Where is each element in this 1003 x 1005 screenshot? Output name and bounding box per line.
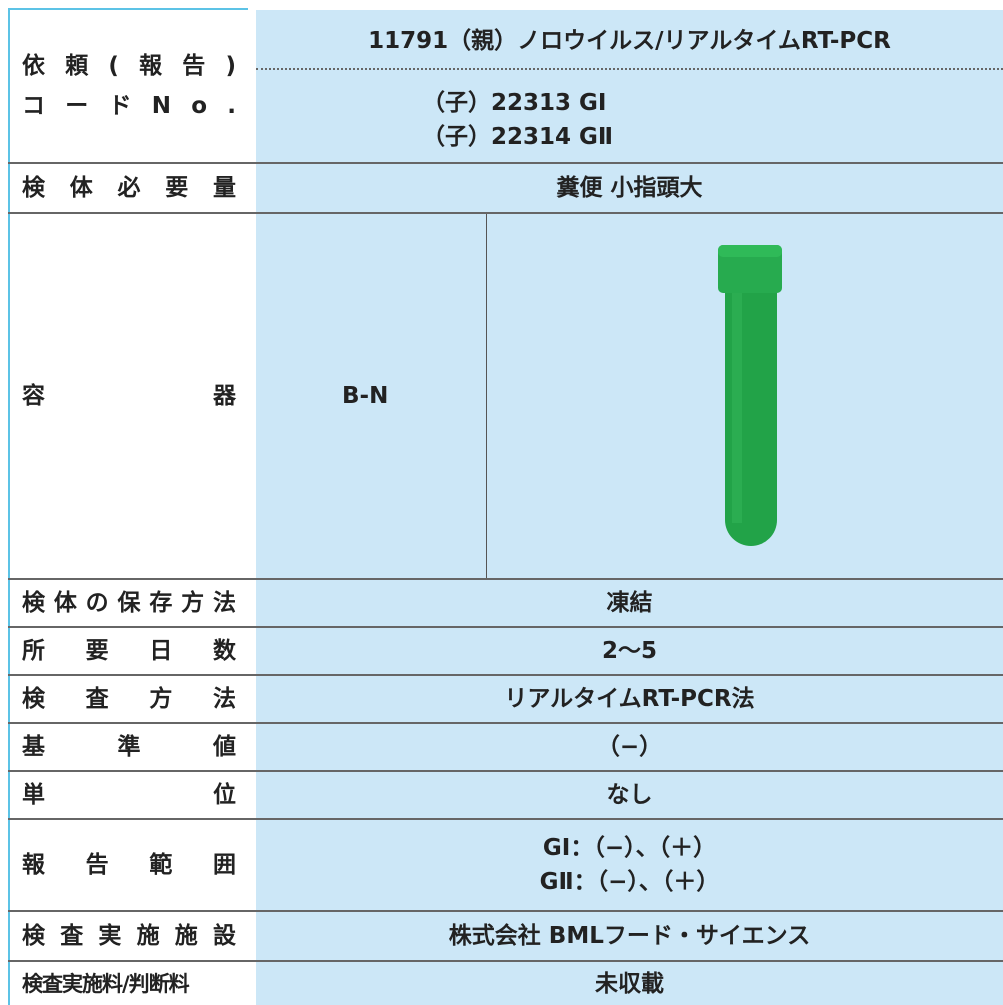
value-line: GⅠ：（−）、（＋） bbox=[542, 835, 717, 861]
row-value: 2～5 bbox=[256, 628, 1003, 674]
row-value: なし bbox=[256, 772, 1003, 818]
row-label: 検体の保存方法 bbox=[8, 580, 248, 626]
row-divider bbox=[8, 626, 1003, 628]
value-line: （子）22314 GⅡ bbox=[422, 124, 614, 150]
top-border bbox=[8, 8, 248, 10]
row-divider bbox=[8, 818, 1003, 820]
container-tube bbox=[718, 245, 782, 546]
label-line: 所要日数 bbox=[22, 638, 236, 664]
row-value: （−） bbox=[256, 724, 1003, 770]
row-label: 検査実施施設 bbox=[8, 912, 248, 960]
value-line: 凍結 bbox=[606, 590, 653, 616]
row-divider bbox=[8, 162, 1003, 164]
row-value: リアルタイムRT-PCR法 bbox=[256, 676, 1003, 722]
row-divider bbox=[8, 674, 1003, 676]
label-line: 依頼(報告) bbox=[22, 53, 236, 79]
value-line: B-N bbox=[342, 383, 389, 409]
row-divider bbox=[8, 212, 1003, 214]
label-line: 容器 bbox=[22, 383, 236, 409]
row-divider bbox=[8, 578, 1003, 580]
row-value: B-N bbox=[256, 214, 1003, 578]
label-line: 検査実施料/判断料 bbox=[22, 971, 190, 996]
label-line: 検体必要量 bbox=[22, 175, 236, 201]
row-divider bbox=[8, 910, 1003, 912]
row-label: 単位 bbox=[8, 772, 248, 818]
row-divider bbox=[8, 960, 1003, 962]
row-value: 11791（親）ノロウイルス/リアルタイムRT-PCR （子）22313 GⅠ （子… bbox=[256, 10, 1003, 162]
row-label: 検体必要量 bbox=[8, 164, 248, 212]
row-value: 凍結 bbox=[256, 580, 1003, 626]
label-line: 単位 bbox=[22, 782, 236, 808]
row-divider bbox=[8, 722, 1003, 724]
value-line: GⅡ：（−）、（＋） bbox=[539, 869, 720, 895]
row-divider bbox=[8, 770, 1003, 772]
value-line: なし bbox=[606, 782, 653, 808]
row-label: 検査実施料/判断料 bbox=[8, 962, 248, 1005]
label-line: 検査実施施設 bbox=[22, 923, 236, 949]
label-line: 検査方法 bbox=[22, 686, 236, 712]
inner-divider bbox=[486, 214, 487, 578]
label-line: 報告範囲 bbox=[22, 852, 236, 878]
row-value: 未収載 bbox=[256, 962, 1003, 1005]
value-line: 株式会社 BMLフード・サイエンス bbox=[448, 923, 811, 949]
value-line: （子）22313 GⅠ bbox=[422, 90, 607, 116]
value-line: 11791（親）ノロウイルス/リアルタイムRT-PCR bbox=[368, 28, 891, 54]
row-label: 基準値 bbox=[8, 724, 248, 770]
row-label: 所要日数 bbox=[8, 628, 248, 674]
row-value: GⅠ：（−）、（＋） GⅡ：（−）、（＋） bbox=[256, 820, 1003, 910]
row-label: 検査方法 bbox=[8, 676, 248, 722]
row-label: 報告範囲 bbox=[8, 820, 248, 910]
value-line: 糞便 小指頭大 bbox=[556, 175, 703, 201]
value-line: 未収載 bbox=[595, 970, 664, 997]
row-value: 糞便 小指頭大 bbox=[256, 164, 1003, 212]
value-line: （−） bbox=[596, 734, 663, 760]
row-value: 株式会社 BMLフード・サイエンス bbox=[256, 912, 1003, 960]
value-line: 2～5 bbox=[601, 638, 657, 664]
label-line: 基準値 bbox=[22, 734, 236, 760]
value-line: リアルタイムRT-PCR法 bbox=[504, 686, 755, 712]
label-line: 検体の保存方法 bbox=[22, 590, 236, 616]
dashed-divider bbox=[256, 68, 1003, 70]
row-label: 容器 bbox=[8, 214, 248, 578]
